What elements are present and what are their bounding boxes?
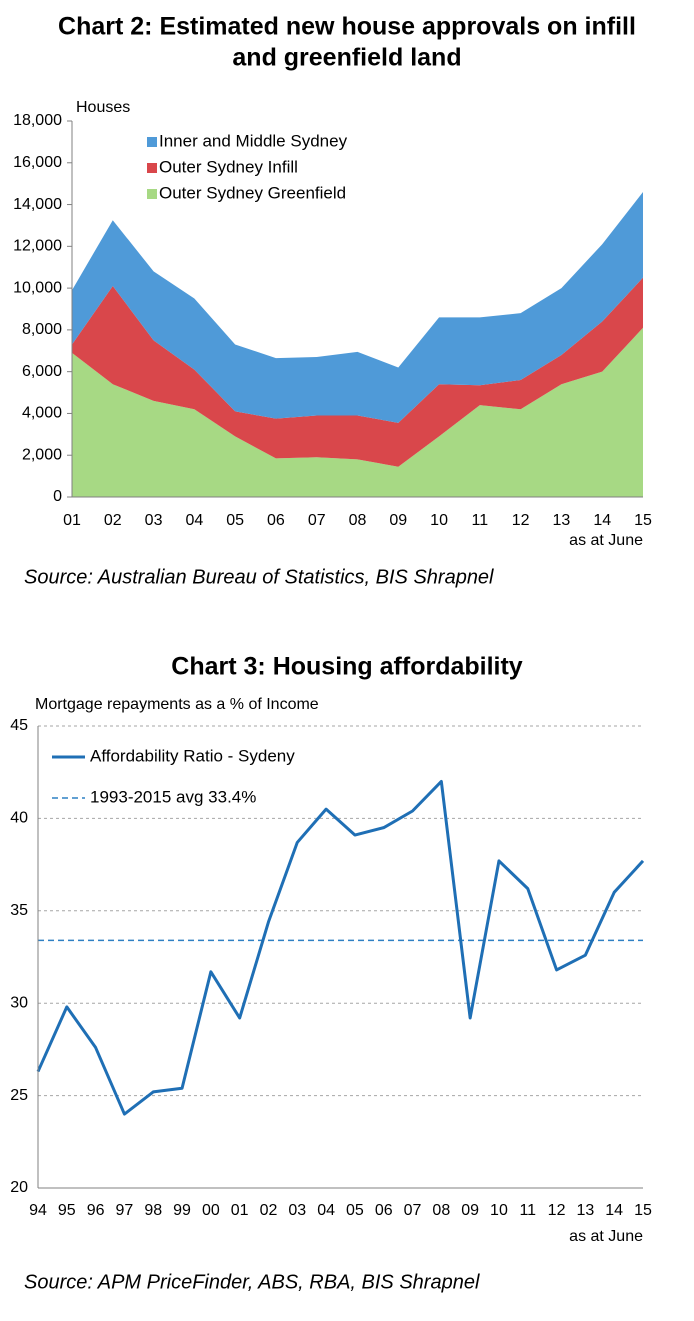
legend-label: Affordability Ratio - Sydeny — [90, 746, 295, 765]
x-tick-label: 03 — [288, 1202, 306, 1219]
x-tick-label: 09 — [389, 512, 407, 529]
x-tick-label: 15 — [634, 512, 652, 529]
chart-title: Chart 3: Housing affordability — [171, 653, 523, 681]
y-tick-label: 18,000 — [13, 112, 62, 129]
x-tick-label: 13 — [576, 1202, 594, 1219]
x-tick-label: 12 — [512, 512, 530, 529]
x-tick-label: 05 — [346, 1202, 364, 1219]
y-tick-label: 16,000 — [13, 154, 62, 171]
x-tick-label: 00 — [202, 1202, 220, 1219]
y-tick-label: 4,000 — [22, 405, 62, 422]
x-tick-label: 06 — [375, 1202, 393, 1219]
x-tick-label: 01 — [63, 512, 81, 529]
x-tick-label: 08 — [349, 512, 367, 529]
x-tick-label: 99 — [173, 1202, 191, 1219]
source: Source: Australian Bureau of Statistics,… — [24, 566, 494, 588]
x-tick-label: 14 — [593, 512, 611, 529]
legend-label: Outer Sydney Infill — [159, 157, 298, 176]
legend-swatch — [147, 137, 157, 147]
x-tick-label: 08 — [432, 1202, 450, 1219]
x-tick-label: 95 — [58, 1202, 76, 1219]
line — [36, 779, 645, 1116]
x-tick-label: 98 — [144, 1202, 162, 1219]
x-tick-label: 07 — [308, 512, 326, 529]
y-axis-label: Houses — [76, 99, 130, 116]
legend-label: Inner and Middle Sydney — [159, 131, 348, 150]
chart-title: and greenfield land — [232, 44, 461, 72]
x-tick-label: 12 — [548, 1202, 566, 1219]
x-tick-label: 97 — [116, 1202, 134, 1219]
x-tick-label: 04 — [185, 512, 203, 529]
x-tick-label: 10 — [490, 1202, 508, 1219]
y-tick-label: 20 — [10, 1179, 28, 1196]
y-tick-label: 14,000 — [13, 196, 62, 213]
legend-label: 1993-2015 avg 33.4% — [90, 787, 256, 806]
x-tick-label: 14 — [605, 1202, 623, 1219]
source: Source: APM PriceFinder, ABS, RBA, BIS S… — [24, 1271, 480, 1293]
y-axis-label: Mortgage repayments as a % of Income — [35, 696, 319, 713]
y-tick-label: 40 — [10, 810, 28, 827]
y-tick-label: 8,000 — [22, 321, 62, 338]
x-tick-label: 96 — [87, 1202, 105, 1219]
x-tick-label: 11 — [472, 512, 489, 529]
x-tick-label: 04 — [317, 1202, 335, 1219]
x-tick-label: 02 — [104, 512, 122, 529]
chart-title: Chart 2: Estimated new house approvals o… — [58, 13, 636, 41]
legend-label: Outer Sydney Greenfield — [159, 183, 346, 202]
x-tick-label: 06 — [267, 512, 285, 529]
x-tick-label: 03 — [145, 512, 163, 529]
area — [72, 192, 643, 423]
legend-swatch — [147, 163, 157, 173]
area — [72, 327, 643, 497]
x-tick-label: 09 — [461, 1202, 479, 1219]
x-axis-note: as at June — [569, 532, 643, 549]
x-tick-label: 11 — [519, 1202, 536, 1219]
legend-swatch — [147, 189, 157, 199]
y-tick-label: 6,000 — [22, 363, 62, 380]
x-tick-label: 15 — [634, 1202, 652, 1219]
y-tick-label: 35 — [10, 902, 28, 919]
x-tick-label: 07 — [404, 1202, 422, 1219]
y-tick-label: 45 — [10, 717, 28, 734]
y-tick-label: 12,000 — [13, 238, 62, 255]
x-tick-label: 10 — [430, 512, 448, 529]
y-tick-label: 25 — [10, 1087, 28, 1104]
x-tick-label: 01 — [231, 1202, 249, 1219]
x-tick-label: 05 — [226, 512, 244, 529]
x-tick-label: 13 — [553, 512, 571, 529]
area — [72, 277, 643, 467]
x-tick-label: 94 — [29, 1202, 47, 1219]
x-tick-label: 02 — [260, 1202, 278, 1219]
y-tick-label: 2,000 — [22, 446, 62, 463]
y-tick-label: 30 — [10, 994, 28, 1011]
y-tick-label: 10,000 — [13, 279, 62, 296]
y-tick-label: 0 — [53, 488, 62, 505]
x-axis-note: as at June — [569, 1228, 643, 1245]
